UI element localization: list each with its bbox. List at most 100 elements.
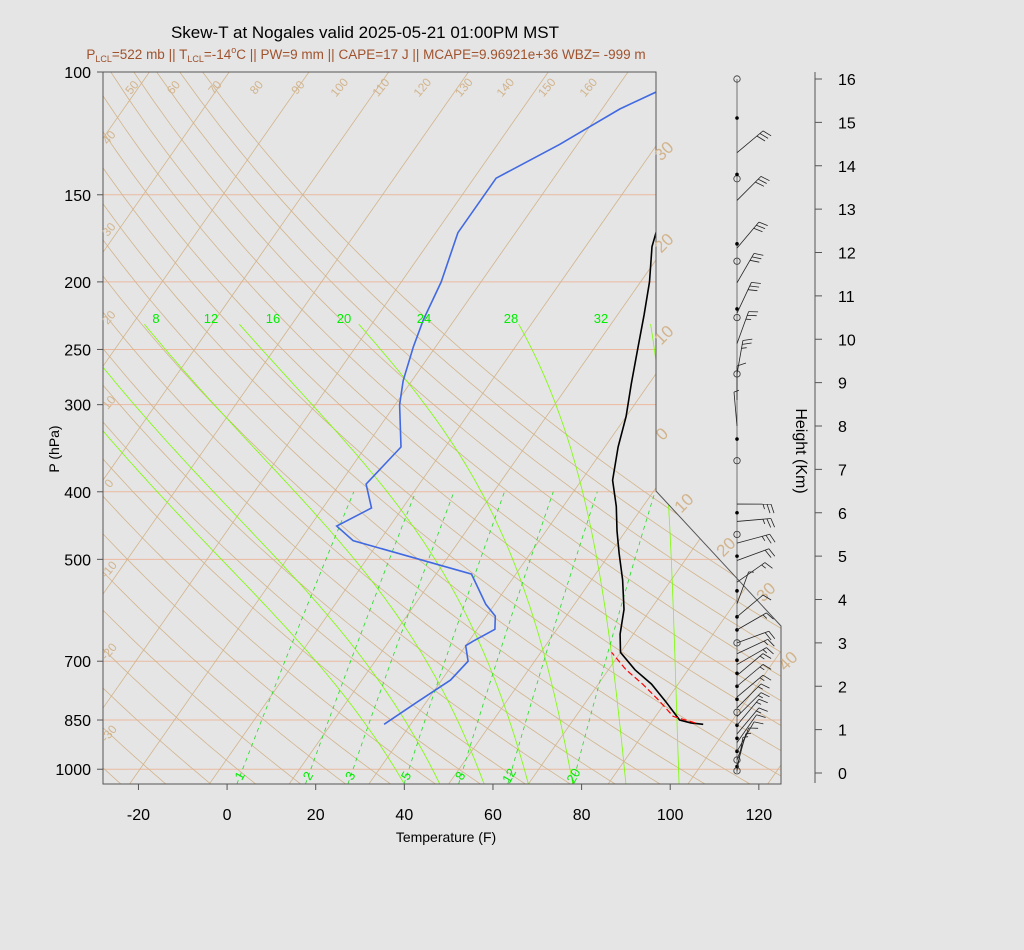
wind-barb-flag xyxy=(756,224,766,230)
axes: -20 0 20 40 60 80 100 1201000850700500400300250… xyxy=(55,65,855,824)
height-tick-label: 1 xyxy=(838,723,847,740)
wind-obs-circle xyxy=(733,257,741,265)
wind-level-dot xyxy=(735,307,739,311)
wind-barb-staff xyxy=(736,612,767,631)
wind-barb-flag xyxy=(762,653,772,659)
wind-level-dot xyxy=(735,510,739,515)
wind-barb-flag xyxy=(765,535,772,544)
wind-barb-half-flag xyxy=(741,347,747,349)
dry-adiabat xyxy=(103,72,481,784)
wind-barb-flag xyxy=(764,549,772,558)
wind-obs-circle xyxy=(733,457,741,465)
mixing-ratio-label: 20 xyxy=(563,766,583,786)
isotherm-line xyxy=(607,72,781,784)
wind-barb-half-flag xyxy=(762,614,768,619)
wind-barb-staff xyxy=(736,571,749,604)
isotherm-line xyxy=(687,72,781,784)
wind-barb-flag xyxy=(766,503,771,514)
wind-barb-flag xyxy=(764,632,772,641)
wind-barb-staff xyxy=(736,653,764,676)
wind-barb-staff xyxy=(736,176,762,201)
dry-adiabat xyxy=(103,72,211,784)
wind-barb-flag xyxy=(766,518,772,528)
moist-adiabat xyxy=(103,323,405,784)
dry-adiabat xyxy=(103,72,346,784)
wind-level-dot xyxy=(735,116,739,120)
wet-bulb-label: 8 xyxy=(152,311,159,326)
dry-adiabat xyxy=(133,72,781,784)
height-tick-label: 4 xyxy=(838,593,847,610)
x-tick-label: 0 xyxy=(223,807,232,824)
wind-obs-circle xyxy=(733,756,741,764)
wind-barb-flag xyxy=(762,674,772,681)
isotherm-line xyxy=(103,72,469,784)
wind-barb-flag xyxy=(768,548,776,557)
height-tick-label: 16 xyxy=(838,72,856,89)
wind-barb-staff xyxy=(736,727,749,761)
chart-subtitle: PLCL=522 mb || TLCL=-14oC || PW=9 mm || … xyxy=(86,45,645,64)
wind-profile xyxy=(733,75,776,775)
y-tick-label: 400 xyxy=(64,485,91,502)
wind-barb-half-flag xyxy=(758,686,763,690)
wind-barb-half-flag xyxy=(762,503,765,510)
dry-adiabat xyxy=(103,72,706,784)
wind-barb-flag xyxy=(755,181,765,187)
mixing-ratio-line xyxy=(507,491,598,784)
y-tick-label: 100 xyxy=(64,65,91,82)
moist-adiabat xyxy=(239,323,529,784)
wind-barb-flag xyxy=(762,130,772,137)
wind-barb-half-flag xyxy=(733,389,740,393)
dry-adiabat xyxy=(110,72,781,784)
height-tick-label: 3 xyxy=(838,636,847,653)
y-tick-label: 700 xyxy=(64,654,91,671)
dry-adiabat xyxy=(103,72,167,784)
mixing-ratio-label: 12 xyxy=(499,766,519,786)
wind-barb-flag xyxy=(742,342,752,345)
wind-obs-circle xyxy=(733,75,741,83)
wind-barb-flag xyxy=(759,133,769,139)
wind-barb-staff xyxy=(736,638,768,655)
y-tick-label: 1000 xyxy=(55,762,91,779)
wind-barb-flag xyxy=(756,135,766,142)
wind-barb-flag xyxy=(764,562,773,569)
wind-level-dot xyxy=(735,554,739,558)
wind-barb-half-flag xyxy=(763,640,768,646)
x-tick-label: 40 xyxy=(395,807,413,824)
x-tick-label: 120 xyxy=(745,807,772,824)
height-tick-label: 12 xyxy=(838,246,856,263)
wind-barb-staff xyxy=(736,683,762,709)
dry-adiabat xyxy=(103,72,571,784)
wind-barb-flag xyxy=(766,612,774,620)
series-parcel xyxy=(611,652,696,724)
wind-barb-half-flag xyxy=(756,701,762,705)
wind-barb-staff xyxy=(733,392,738,427)
wind-barb-staff xyxy=(736,340,744,375)
x-tick-label: -20 xyxy=(127,807,150,824)
isotherm-line xyxy=(103,72,230,784)
wind-barb-flag xyxy=(768,630,776,639)
wind-barb-flag xyxy=(753,721,764,725)
wind-barb-staff xyxy=(736,548,770,561)
y-tick-label: 200 xyxy=(64,275,91,292)
moist-adiabat xyxy=(358,323,574,784)
wind-barb-staff xyxy=(736,253,755,284)
mixing-ratio-line xyxy=(572,491,656,784)
mixing-ratio-lines xyxy=(236,491,656,784)
x-axis-label: Temperature (F) xyxy=(396,829,496,845)
mixing-ratio-line xyxy=(305,491,417,784)
height-tick-label: 6 xyxy=(838,506,847,523)
mixing-ratio-line xyxy=(403,491,505,784)
wind-barb-half-flag xyxy=(762,649,768,654)
wind-barb-flag xyxy=(760,683,770,689)
wind-level-dot xyxy=(735,242,739,246)
isotherm-line xyxy=(129,72,629,784)
wind-barb-flag xyxy=(769,534,776,543)
wind-barb-flag xyxy=(758,178,767,184)
wind-barb-half-flag xyxy=(762,519,766,525)
wind-barb-staff xyxy=(736,692,762,717)
isotherm-line xyxy=(209,72,709,784)
wind-barb-flag xyxy=(760,692,770,698)
wind-barb-flag xyxy=(760,176,770,182)
dry-adiabat xyxy=(103,72,391,784)
